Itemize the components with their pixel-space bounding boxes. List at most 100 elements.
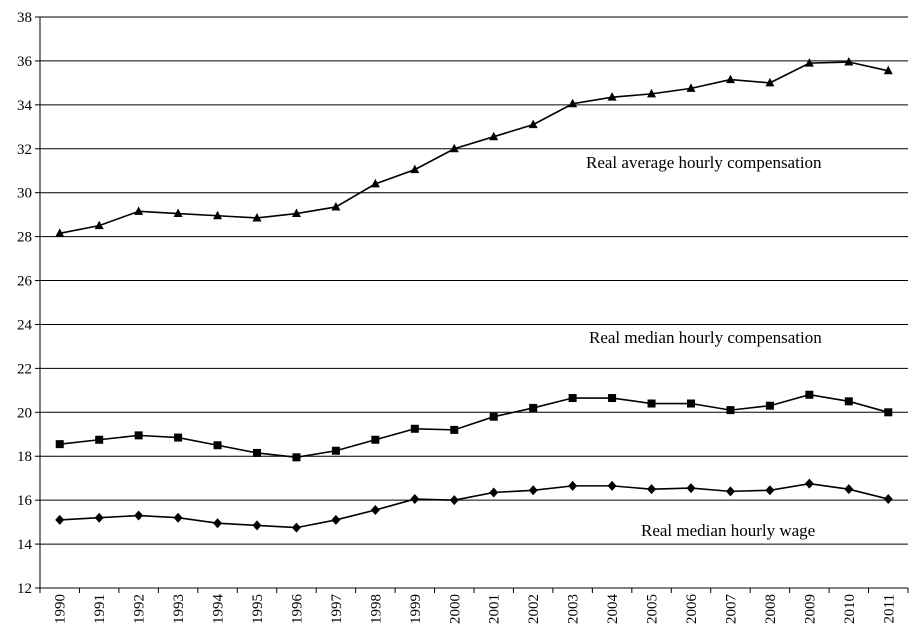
triangle-point xyxy=(94,220,104,230)
x-tick-label: 2001 xyxy=(487,594,503,624)
x-tick-label: 1995 xyxy=(250,594,266,624)
diamond-point xyxy=(883,494,893,505)
x-tick-label: 1996 xyxy=(289,594,305,625)
series-label: Real median hourly compensation xyxy=(589,328,822,347)
x-tick-label: 2003 xyxy=(566,594,582,624)
diamond-point xyxy=(331,514,341,525)
axes: 12 14 16 18 20 22 24 26 28 30 32 34 36 38 1990 1991 1992… xyxy=(17,10,909,625)
triangle-point xyxy=(173,208,183,218)
diamond-point xyxy=(213,518,223,529)
x-tick-label: 1990 xyxy=(53,594,69,624)
y-tick-label: 28 xyxy=(17,230,32,246)
x-tick-label: 2007 xyxy=(723,594,739,625)
diamond-point xyxy=(686,483,696,494)
series-labels: Real average hourly compensation Real med… xyxy=(586,153,822,540)
y-tick-label: 30 xyxy=(17,186,32,202)
diamond-point xyxy=(410,494,420,505)
x-tick-label: 2006 xyxy=(684,594,700,625)
y-tick-label: 24 xyxy=(17,317,33,333)
square-point xyxy=(410,424,419,433)
x-tick-label: 1997 xyxy=(329,594,345,625)
diamond-point xyxy=(765,485,775,496)
square-point xyxy=(489,412,498,421)
y-tick-label: 34 xyxy=(17,98,33,114)
series-line xyxy=(59,482,889,529)
x-tick-label: 2008 xyxy=(763,594,779,624)
diamond-point xyxy=(370,505,380,516)
diamond-point xyxy=(725,486,735,497)
triangle-point xyxy=(804,58,814,67)
square-point xyxy=(253,448,261,457)
series-line xyxy=(59,61,889,235)
x-tick-label: 1993 xyxy=(171,594,187,624)
square-point xyxy=(608,394,617,403)
diamond-point xyxy=(647,484,657,495)
series-triangle xyxy=(55,57,893,237)
triangle-point xyxy=(291,208,301,218)
series-diamond xyxy=(55,478,893,533)
y-tick-label: 32 xyxy=(17,142,32,158)
diamond-point xyxy=(607,480,617,491)
y-tick-label: 36 xyxy=(17,54,33,70)
diamond-point xyxy=(55,514,65,525)
triangle-point xyxy=(844,57,854,66)
triangle-point xyxy=(134,206,144,215)
triangle-point xyxy=(528,119,538,129)
square-point xyxy=(805,390,814,399)
x-tick-label: 2009 xyxy=(802,594,818,624)
triangle-point xyxy=(410,164,420,174)
square-point xyxy=(450,425,459,434)
square-point xyxy=(529,403,538,412)
diamond-point xyxy=(252,520,262,531)
x-tick-label: 2005 xyxy=(645,594,661,624)
square-point xyxy=(765,401,774,410)
square-point xyxy=(134,431,143,440)
series-lines xyxy=(55,57,893,533)
x-tick-label: 2002 xyxy=(526,594,542,624)
square-point xyxy=(213,441,222,450)
square-point xyxy=(174,433,183,442)
x-tick-label: 1998 xyxy=(368,594,384,624)
series-label: Real average hourly compensation xyxy=(586,153,822,172)
square-point xyxy=(647,399,656,408)
y-tick-label: 14 xyxy=(17,537,33,553)
square-point xyxy=(844,397,853,406)
y-tick-label: 26 xyxy=(17,274,33,290)
x-tick-label: 2004 xyxy=(605,594,621,625)
triangle-point xyxy=(55,228,65,237)
diamond-point xyxy=(94,512,104,523)
series-square xyxy=(55,390,893,462)
x-tick-label: 1994 xyxy=(211,594,227,625)
series-label: Real median hourly wage xyxy=(641,521,815,540)
square-point xyxy=(292,453,301,462)
x-tick-label: 1991 xyxy=(92,594,108,624)
triangle-point xyxy=(607,92,617,101)
triangle-point xyxy=(370,178,380,188)
triangle-point xyxy=(765,77,775,87)
square-point xyxy=(331,446,340,455)
triangle-point xyxy=(252,212,262,222)
x-tick-label: 1992 xyxy=(132,594,148,624)
diamond-point xyxy=(134,510,144,521)
triangle-point xyxy=(568,98,578,108)
square-point xyxy=(884,408,893,417)
gridlines xyxy=(40,16,908,545)
square-point xyxy=(726,406,735,415)
square-point xyxy=(687,399,695,408)
y-tick-label: 20 xyxy=(17,405,32,421)
triangle-point xyxy=(686,83,696,92)
square-point xyxy=(371,435,380,444)
triangle-point xyxy=(489,131,499,141)
diamond-point xyxy=(489,487,499,498)
diamond-point xyxy=(449,495,459,506)
x-tick-label: 2011 xyxy=(881,594,897,623)
diamond-point xyxy=(528,485,538,496)
diamond-point xyxy=(804,478,814,489)
square-point xyxy=(95,435,104,444)
diamond-point xyxy=(173,512,183,523)
y-tick-label: 22 xyxy=(17,361,32,377)
triangle-point xyxy=(647,88,657,98)
x-tick-label: 2010 xyxy=(842,594,858,624)
